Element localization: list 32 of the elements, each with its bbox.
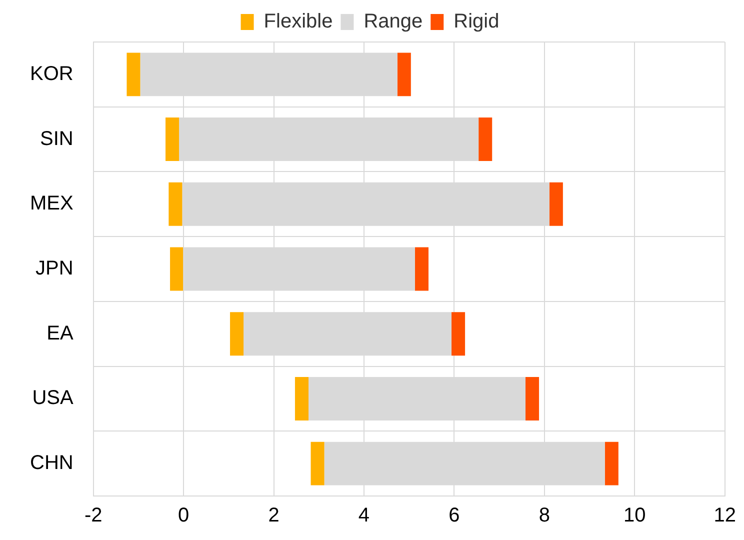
y-tick-label: USA bbox=[32, 387, 74, 410]
y-tick-label: CHN bbox=[30, 452, 74, 474]
legend-label: Range bbox=[364, 10, 423, 33]
bar bbox=[230, 312, 244, 356]
y-tick-label: KOR bbox=[30, 62, 74, 85]
bar bbox=[414, 247, 429, 291]
y-tick-label: JPN bbox=[36, 258, 74, 280]
bar bbox=[310, 442, 324, 486]
x-tick-label: 4 bbox=[358, 504, 370, 527]
x-tick-label: 6 bbox=[448, 504, 460, 527]
legend-label: Rigid bbox=[454, 10, 500, 33]
bar bbox=[549, 182, 563, 226]
bar bbox=[604, 442, 618, 486]
x-tick-label: 8 bbox=[538, 504, 550, 527]
x-tick-label: 12 bbox=[714, 504, 736, 527]
bar bbox=[452, 312, 466, 356]
bar bbox=[168, 182, 182, 226]
y-tick-label: MEX bbox=[30, 192, 74, 215]
legend-label: Flexible bbox=[264, 10, 333, 33]
bar bbox=[525, 376, 540, 420]
bar bbox=[166, 118, 180, 162]
x-tick-label: 0 bbox=[178, 504, 190, 527]
x-tick-label: -2 bbox=[84, 504, 102, 527]
x-tick-label: 10 bbox=[624, 504, 646, 527]
bar bbox=[126, 52, 140, 96]
bar bbox=[478, 118, 492, 162]
bar bbox=[170, 247, 184, 291]
y-tick-label: EA bbox=[46, 322, 74, 344]
x-tick-label: 2 bbox=[268, 504, 280, 527]
bar bbox=[397, 52, 411, 96]
bar bbox=[294, 376, 309, 420]
y-tick-label: SIN bbox=[40, 128, 74, 150]
